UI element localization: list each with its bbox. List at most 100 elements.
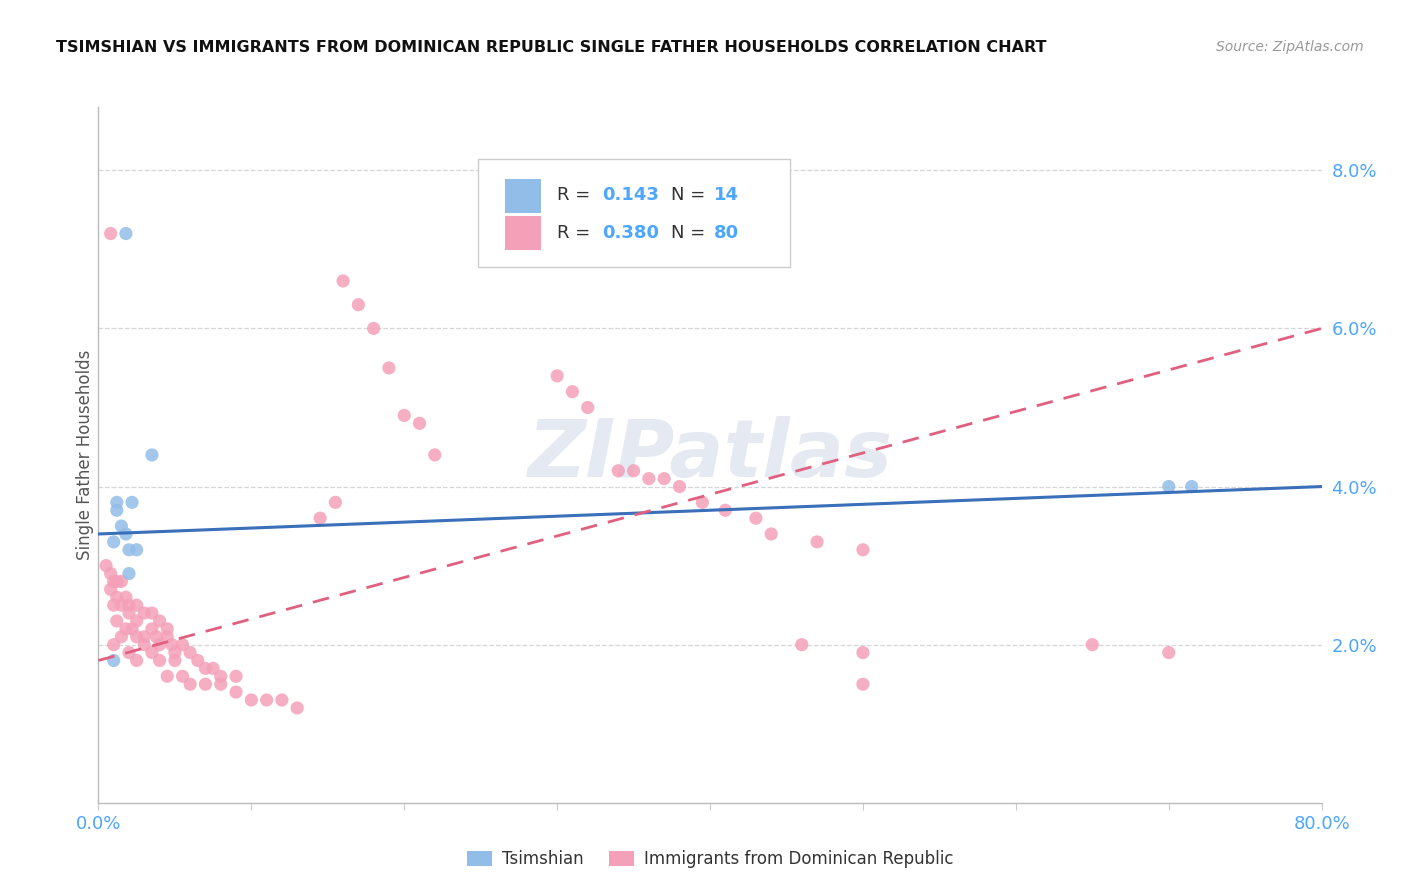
- Point: [225, 685, 247, 699]
- Point: [392, 409, 416, 423]
- Point: [852, 542, 875, 557]
- Point: [125, 614, 148, 628]
- Point: [105, 574, 128, 589]
- Point: [141, 646, 163, 660]
- Point: [668, 479, 690, 493]
- Point: [105, 503, 128, 517]
- Point: [187, 653, 209, 667]
- Point: [692, 495, 714, 509]
- Point: [378, 360, 401, 375]
- Point: [623, 464, 645, 478]
- Point: [576, 401, 599, 415]
- Point: [1157, 646, 1180, 660]
- Text: 0.380: 0.380: [602, 224, 659, 242]
- Point: [256, 693, 278, 707]
- Point: [110, 519, 132, 533]
- Point: [149, 614, 172, 628]
- Point: [118, 646, 141, 660]
- Point: [125, 630, 148, 644]
- FancyBboxPatch shape: [478, 159, 790, 267]
- Legend: Tsimshian, Immigrants from Dominican Republic: Tsimshian, Immigrants from Dominican Rep…: [460, 843, 960, 874]
- Point: [149, 638, 172, 652]
- Point: [103, 638, 125, 652]
- Point: [110, 574, 132, 589]
- Point: [160, 638, 183, 652]
- Point: [561, 384, 583, 399]
- Point: [125, 598, 148, 612]
- Point: [240, 693, 263, 707]
- Point: [105, 495, 128, 509]
- Point: [209, 677, 232, 691]
- Point: [134, 638, 156, 652]
- Point: [163, 646, 186, 660]
- Point: [1157, 479, 1180, 493]
- Point: [121, 622, 143, 636]
- Text: N =: N =: [671, 224, 706, 242]
- Point: [110, 598, 132, 612]
- Point: [125, 542, 148, 557]
- Point: [105, 614, 128, 628]
- Point: [546, 368, 568, 383]
- Text: 0.143: 0.143: [602, 186, 659, 204]
- Point: [209, 669, 232, 683]
- Point: [141, 448, 163, 462]
- Point: [103, 534, 125, 549]
- Point: [118, 598, 141, 612]
- Point: [105, 591, 128, 605]
- Text: R =: R =: [557, 224, 591, 242]
- Point: [652, 472, 675, 486]
- Point: [790, 638, 813, 652]
- Text: ZIPatlas: ZIPatlas: [527, 416, 893, 494]
- Text: Source: ZipAtlas.com: Source: ZipAtlas.com: [1216, 40, 1364, 54]
- Point: [179, 646, 201, 660]
- Text: N =: N =: [671, 186, 706, 204]
- Point: [332, 274, 354, 288]
- Point: [118, 542, 141, 557]
- Point: [759, 527, 782, 541]
- Point: [172, 638, 194, 652]
- Point: [134, 630, 156, 644]
- Point: [156, 630, 179, 644]
- Point: [285, 701, 308, 715]
- Point: [270, 693, 292, 707]
- Point: [100, 227, 122, 241]
- Point: [172, 669, 194, 683]
- Point: [118, 606, 141, 620]
- Point: [156, 669, 179, 683]
- Point: [149, 653, 172, 667]
- Point: [121, 495, 143, 509]
- Point: [134, 606, 156, 620]
- Point: [202, 661, 225, 675]
- Point: [179, 677, 201, 691]
- Point: [806, 534, 828, 549]
- Point: [347, 298, 370, 312]
- Text: TSIMSHIAN VS IMMIGRANTS FROM DOMINICAN REPUBLIC SINGLE FATHER HOUSEHOLDS CORRELA: TSIMSHIAN VS IMMIGRANTS FROM DOMINICAN R…: [56, 40, 1046, 55]
- Bar: [505, 216, 541, 250]
- Point: [607, 464, 630, 478]
- Point: [852, 677, 875, 691]
- Point: [156, 622, 179, 636]
- Point: [103, 574, 125, 589]
- Point: [125, 653, 148, 667]
- Point: [141, 606, 163, 620]
- Point: [118, 566, 141, 581]
- Point: [408, 417, 430, 431]
- Point: [1081, 638, 1104, 652]
- Point: [115, 527, 138, 541]
- Point: [100, 582, 122, 597]
- Point: [141, 622, 163, 636]
- Point: [115, 591, 138, 605]
- Point: [110, 630, 132, 644]
- Bar: [505, 179, 541, 213]
- Point: [852, 646, 875, 660]
- Point: [115, 227, 138, 241]
- Point: [115, 622, 138, 636]
- Text: 14: 14: [714, 186, 738, 204]
- Point: [363, 321, 385, 335]
- Point: [745, 511, 768, 525]
- Point: [637, 472, 661, 486]
- Text: 80: 80: [714, 224, 738, 242]
- Point: [423, 448, 446, 462]
- Point: [325, 495, 347, 509]
- Point: [145, 630, 167, 644]
